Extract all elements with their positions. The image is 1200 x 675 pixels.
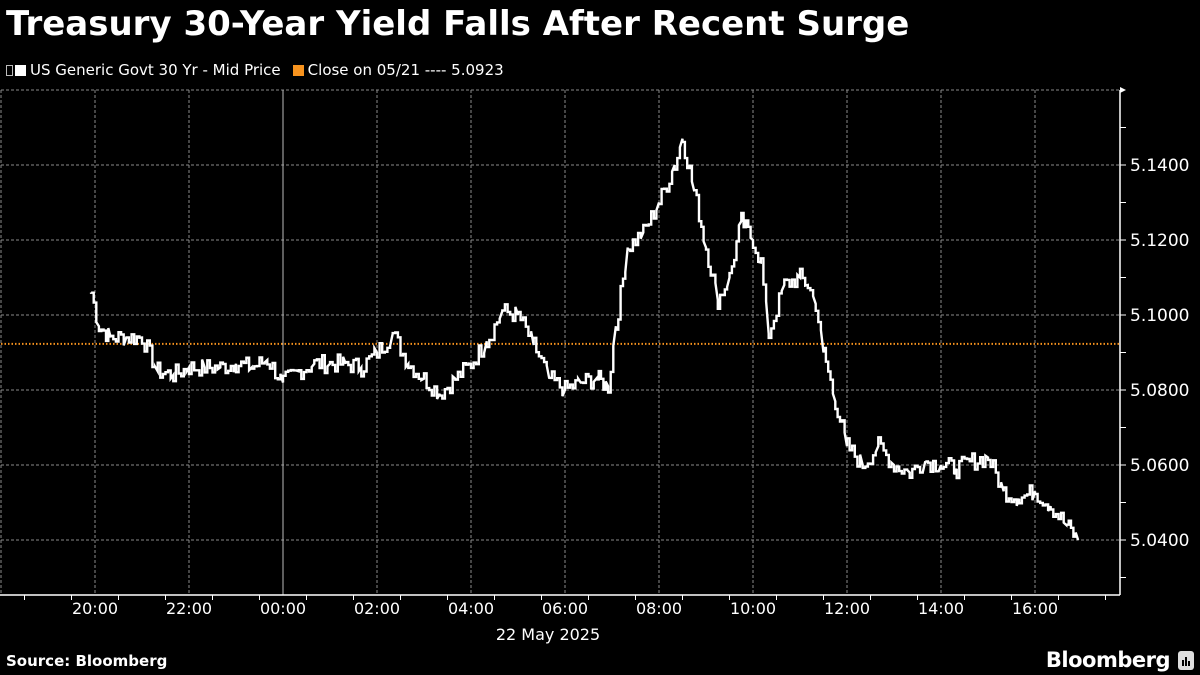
legend-swatch-white	[15, 64, 26, 76]
y-tick-label: 5.1000	[1130, 306, 1189, 326]
legend-swatch-orange	[292, 64, 304, 76]
y-axis-labels: 5.0400 5.0600 5.0800 5.1000 5.1200 5.1400	[1130, 156, 1189, 551]
gridlines	[0, 89, 1120, 595]
x-tick-label: 12:00	[824, 599, 870, 618]
x-tick-label: 10:00	[730, 599, 776, 618]
bloomberg-logo: Bloomberg	[1045, 648, 1171, 672]
legend: US Generic Govt 30 Yr - Mid Price Close …	[6, 61, 516, 79]
y-tick-label: 5.0800	[1130, 381, 1189, 401]
x-tick-label: 16:00	[1012, 599, 1058, 618]
y-tick-label: 5.0400	[1130, 531, 1189, 551]
x-tick-label: 14:00	[918, 599, 964, 618]
x-tick-label: 06:00	[542, 599, 588, 618]
yield-series-line	[89, 138, 1080, 541]
collapse-icon	[6, 64, 13, 76]
y-tick-label: 5.1200	[1130, 231, 1189, 251]
chart-title: Treasury 30-Year Yield Falls After Recen…	[6, 4, 910, 44]
x-axis-labels: 20:00 22:00 00:00 02:00 04:00 06:00 08:00 10:00…	[72, 599, 1058, 618]
legend-label-close: Close on 05/21 ---- 5.0923	[307, 61, 504, 79]
legend-item-yield: US Generic Govt 30 Yr - Mid Price	[6, 61, 281, 79]
x-tick-label: 20:00	[72, 599, 118, 618]
x-tick-label: 08:00	[636, 599, 682, 618]
x-tick-label: 02:00	[354, 599, 400, 618]
x-tick-label: 22:00	[166, 599, 212, 618]
y-tick-label: 5.1400	[1130, 156, 1189, 176]
axes	[0, 87, 1126, 600]
x-axis-date-label: 22 May 2025	[496, 625, 600, 644]
y-tick-label: 5.0600	[1130, 456, 1189, 476]
source-note: Source: Bloomberg	[6, 652, 168, 670]
legend-label-yield: US Generic Govt 30 Yr - Mid Price	[30, 61, 281, 79]
x-tick-label: 04:00	[448, 599, 494, 618]
x-tick-label: 00:00	[260, 599, 306, 618]
legend-item-close: Close on 05/21 ---- 5.0923	[292, 61, 504, 79]
bloomberg-chart-icon	[1178, 651, 1194, 670]
